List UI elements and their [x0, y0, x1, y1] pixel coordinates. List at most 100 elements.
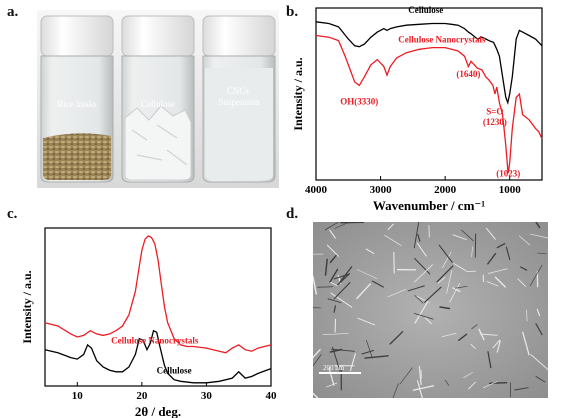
- nanocrystal-rod: [522, 331, 530, 356]
- nanocrystal-rod: [339, 266, 353, 283]
- plot-frame: [315, 7, 543, 181]
- nanocrystal-rod: [387, 223, 394, 231]
- annotation-label: (1640): [456, 69, 480, 79]
- nanocrystal-rod: [326, 244, 340, 257]
- nanocrystal-rod: [505, 246, 511, 261]
- nanocrystal-rod: [438, 244, 454, 264]
- nanocrystal-rod: [412, 385, 435, 391]
- nanocrystal-rod: [329, 254, 337, 264]
- nanocrystal-rod: [454, 285, 468, 289]
- nanocrystal-rod: [322, 333, 349, 336]
- nanocrystal-rod: [535, 323, 543, 336]
- nanocrystal-rod: [392, 383, 399, 398]
- plot-frame: [44, 227, 272, 387]
- nanocrystal-rod: [393, 251, 395, 274]
- nanocrystal-rod: [384, 234, 402, 246]
- nanocrystal-rod: [436, 265, 454, 283]
- nanocrystal-rod: [327, 298, 342, 304]
- nanocrystal-rod: [387, 289, 406, 298]
- nanocrystal-rod: [482, 381, 498, 389]
- nanocrystal-rod: [329, 348, 343, 353]
- series-line: [44, 235, 272, 354]
- nanocrystal-rod: [337, 273, 351, 286]
- nanocrystal-rod: [468, 381, 476, 390]
- nanocrystal-rod: [463, 372, 474, 379]
- nanocrystal-rod: [414, 264, 433, 283]
- nanocrystal-rod: [328, 367, 335, 386]
- scale-bar: [319, 372, 361, 374]
- nanocrystal-rod: [416, 242, 427, 257]
- nanocrystal-rod: [313, 275, 318, 295]
- annotation-label: (1230): [483, 117, 507, 127]
- nanocrystal-rod: [407, 285, 425, 292]
- nanocrystal-rod: [332, 346, 341, 372]
- x-tick-label: 2000: [434, 184, 457, 196]
- nanocrystal-rod: [417, 233, 421, 242]
- nanocrystal-rod: [333, 305, 337, 313]
- nanocrystal-rod: [333, 282, 351, 300]
- annotation-label: S=O: [486, 107, 503, 117]
- vial-label: Rice husks: [57, 99, 97, 109]
- vial-label-line: CNCs: [227, 86, 250, 96]
- nanocrystal-rod: [449, 282, 461, 303]
- vials-illustration: Rice husks Cellulose CNCs Suspension: [37, 10, 279, 188]
- nanocrystal-rod: [389, 331, 404, 345]
- nanocrystal-rod: [487, 268, 508, 274]
- vial-label-line: Suspension: [218, 97, 260, 107]
- nanocrystal-rod: [517, 278, 527, 287]
- series-line: [44, 329, 272, 384]
- nanocrystal-rod: [313, 392, 319, 398]
- nanocrystal-rod: [356, 269, 378, 279]
- xrd-chart: 10 20 30 40 2θ / deg. Intensity / a.u. Cellulo…: [20, 227, 278, 418]
- x-axis-label: 2θ / deg.: [135, 404, 181, 418]
- panel-b-letter: b.: [286, 4, 299, 20]
- nanocrystal-rod: [494, 276, 506, 288]
- nanocrystal-rod: [535, 222, 541, 229]
- nanocrystal-rod: [424, 286, 442, 303]
- annotation-label: OH(3330): [340, 96, 378, 106]
- nanocrystal-rod: [414, 258, 431, 275]
- nanocrystal-rod: [488, 382, 508, 384]
- nanocrystal-rod: [329, 229, 336, 239]
- nanocrystal-rod: [536, 308, 541, 317]
- nanocrystal-rod: [535, 376, 546, 383]
- nanocrystal-rod: [414, 295, 424, 304]
- x-tick-label: 30: [201, 390, 213, 402]
- nanocrystal-rod: [329, 268, 339, 283]
- annotation-label: Cellulose Nanocrystals: [111, 335, 199, 345]
- scale-bar-label: 200 nm: [323, 364, 345, 372]
- nanocrystal-rod: [330, 348, 355, 352]
- nanocrystal-rod: [529, 264, 543, 287]
- nanocrystal-rod: [487, 351, 492, 369]
- nanocrystal-rod: [324, 258, 328, 276]
- nanocrystal-rod: [418, 366, 422, 386]
- nanocrystal-rod: [357, 317, 376, 326]
- nanocrystal-rod: [356, 283, 371, 300]
- x-tick-label: 40: [266, 390, 278, 402]
- nanocrystal-rod: [485, 227, 496, 240]
- nanocrystal-rod: [413, 222, 420, 249]
- y-axis-label: Intensity / a.u.: [291, 57, 305, 130]
- y-axis-label: Intensity / a.u.: [20, 270, 34, 343]
- nanocrystal-rod: [496, 243, 506, 249]
- annotation-label: Cellulose Nanocrystals: [398, 34, 486, 44]
- nanocrystal-rod: [444, 379, 450, 386]
- vial-cncs-suspension: [202, 15, 276, 183]
- nanocrystal-rod: [478, 328, 485, 341]
- nanocrystal-rod: [446, 270, 453, 294]
- nanocrystal-rod: [416, 296, 430, 304]
- vial-cellulose: [121, 15, 195, 183]
- nanocrystal-rod: [414, 302, 428, 324]
- nanocrystal-rod: [452, 234, 467, 241]
- nanocrystal-rod: [366, 339, 373, 359]
- x-axis-label: Wavenumber / cm⁻¹: [373, 198, 485, 210]
- ftir-chart: 4000 3000 2000 1000 Wavenumber / cm⁻¹ Intensi…: [291, 5, 543, 210]
- nanocrystal-rod: [530, 233, 548, 239]
- nanocrystal-rod: [399, 367, 413, 385]
- series-line: [315, 21, 543, 105]
- panel-a-letter: a.: [7, 4, 19, 20]
- nanocrystal-rod: [487, 252, 497, 265]
- annotation-label: Cellulose: [408, 5, 443, 15]
- nanocrystal-rod: [439, 306, 451, 310]
- nanocrystal-rod: [471, 324, 478, 330]
